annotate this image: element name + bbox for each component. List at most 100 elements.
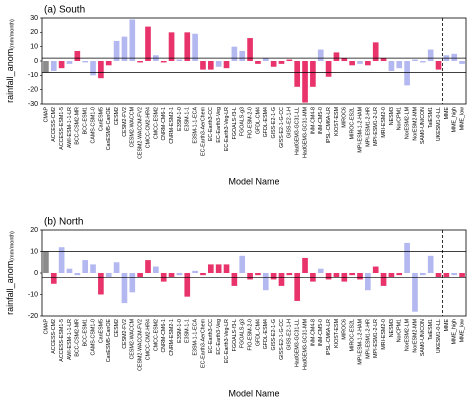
- x-tick-label: CMCC-ESM2: [153, 319, 159, 351]
- bar: [207, 264, 214, 273]
- panel-title: (a) South: [44, 5, 85, 16]
- bar: [396, 273, 403, 276]
- bar: [145, 26, 151, 62]
- x-tick-label: NorESM2-LM: [405, 319, 411, 351]
- x-tick-label: CESM2-WACCM: [130, 319, 136, 359]
- y-axis-label-main: rainfall_anom: [5, 49, 15, 103]
- bar: [294, 61, 301, 87]
- y-axis-label: rainfall_anom(mm/month): [5, 231, 16, 315]
- bar: [105, 61, 112, 66]
- x-tick-label: GISS-E2-1-G-CC: [279, 319, 285, 360]
- bar: [325, 61, 332, 77]
- x-tick-label: EC-Earth3-Veg: [216, 319, 222, 355]
- x-tick-label: INM-CM5-0: [318, 319, 324, 346]
- x-tick-label: GISS-E2-1-H: [287, 107, 293, 138]
- bar: [215, 61, 222, 67]
- bar: [168, 273, 175, 278]
- x-axis-label: Model Name: [228, 176, 279, 186]
- x-tick-label: CESM2-WACCM-FV2: [138, 107, 144, 159]
- x-tick-label: NESM3: [389, 319, 395, 337]
- bar: [372, 266, 379, 273]
- bar: [255, 273, 261, 276]
- x-tick-label: CMCC-CM2-HR4: [145, 107, 151, 148]
- x-tick-label: E3SM-1-0: [177, 319, 183, 343]
- bar: [137, 61, 143, 63]
- bar: [372, 42, 379, 61]
- x-tick-label: NorCPM1: [397, 107, 403, 130]
- y-tick-label: -10: [28, 291, 38, 298]
- x-tick-label: CNRM-CM6-1: [161, 107, 167, 141]
- x-tick-label: HadGEM3-GC31-MM: [302, 107, 308, 158]
- x-tick-label: CESM2: [114, 107, 120, 125]
- bar: [176, 273, 183, 276]
- bar: [43, 251, 49, 273]
- x-tick-label: E3SM-1-1-ECA: [193, 107, 199, 144]
- bar: [90, 61, 96, 76]
- y-axis-label: rainfall_anom(mm/month): [5, 19, 16, 103]
- x-tick-label: MME_high: [452, 319, 458, 344]
- x-tick-label: FIO-ESM-2-0: [247, 107, 253, 139]
- x-tick-label: BCC-CSM2-MR: [75, 107, 81, 145]
- x-tick-label: GISS-E2-1-H: [287, 319, 293, 350]
- bar: [184, 32, 191, 61]
- bar: [302, 61, 308, 103]
- bar: [270, 273, 277, 280]
- y-tick-label: 20: [30, 227, 38, 234]
- x-tick-label: INM-CM5-0: [318, 107, 324, 134]
- x-tick-label: GFDL-ESM4: [263, 107, 269, 137]
- x-tick-label: TaiESM1: [428, 319, 434, 340]
- x-tick-label: FGOALS-g3: [240, 319, 246, 348]
- bar: [121, 36, 128, 61]
- x-tick-label: NorCPM1: [397, 319, 403, 342]
- bar: [192, 270, 198, 273]
- bar: [310, 61, 316, 87]
- bar: [98, 61, 104, 79]
- bar: [74, 273, 81, 276]
- bar: [333, 52, 340, 61]
- bar: [121, 273, 128, 304]
- x-tick-label: FGOALS-f3-L: [232, 319, 238, 351]
- bar: [200, 61, 206, 70]
- x-tick-label: MRI-ESM2-0: [381, 107, 387, 138]
- x-tick-label: MIROC-ES2L: [350, 319, 356, 351]
- x-tick-label: EC-Earth3-CC: [208, 319, 214, 353]
- x-tick-label: CESM2-WACCM: [130, 107, 136, 147]
- bar: [192, 33, 198, 61]
- x-tick-label: CanESM5-CanOE: [106, 107, 112, 151]
- x-tick-label: NESM3: [389, 107, 395, 125]
- bar: [223, 264, 230, 273]
- bar: [325, 273, 332, 280]
- bar: [278, 61, 285, 64]
- bar: [66, 61, 73, 64]
- bar: [239, 255, 246, 273]
- x-tick-label: CMCC-ESM2: [153, 107, 159, 139]
- x-tick-label: GISS-E2-1-G: [271, 319, 277, 351]
- bar: [50, 273, 57, 284]
- x-tick-label: UKESM1-0-LL: [436, 107, 442, 141]
- bar: [113, 262, 120, 273]
- x-tick-label: CESM2: [114, 319, 120, 337]
- x-tick-label: E3SM-1-0: [177, 107, 183, 131]
- x-tick-label: ACCESS-CM2: [51, 319, 57, 354]
- x-tick-label: BCC-CSM2-MR: [75, 319, 81, 357]
- bar: [443, 273, 450, 278]
- bar: [365, 273, 371, 291]
- bar: [341, 58, 348, 61]
- x-tick-label: CanESM5-CanOE: [106, 319, 112, 363]
- bar: [435, 273, 442, 278]
- bar: [176, 59, 183, 61]
- x-tick-label: IPSL-CM6A-LR: [326, 107, 332, 144]
- bar: [294, 273, 301, 301]
- bar: [404, 242, 410, 273]
- x-tick-label: E3SM-1-1-ECA: [193, 319, 199, 356]
- bar: [286, 273, 293, 276]
- x-tick-label: HadGEM3-GC31-LL: [295, 319, 301, 367]
- bar: [105, 273, 112, 278]
- x-tick-label: MPI-ESM-1-2-HAM: [357, 107, 363, 153]
- y-tick-label: -10: [28, 72, 38, 79]
- bar: [349, 61, 355, 66]
- bar: [98, 273, 104, 295]
- x-tick-label: ACCESS-ESM1-5: [59, 319, 65, 362]
- x-tick-label: ACCESS-ESM1-5: [59, 107, 65, 150]
